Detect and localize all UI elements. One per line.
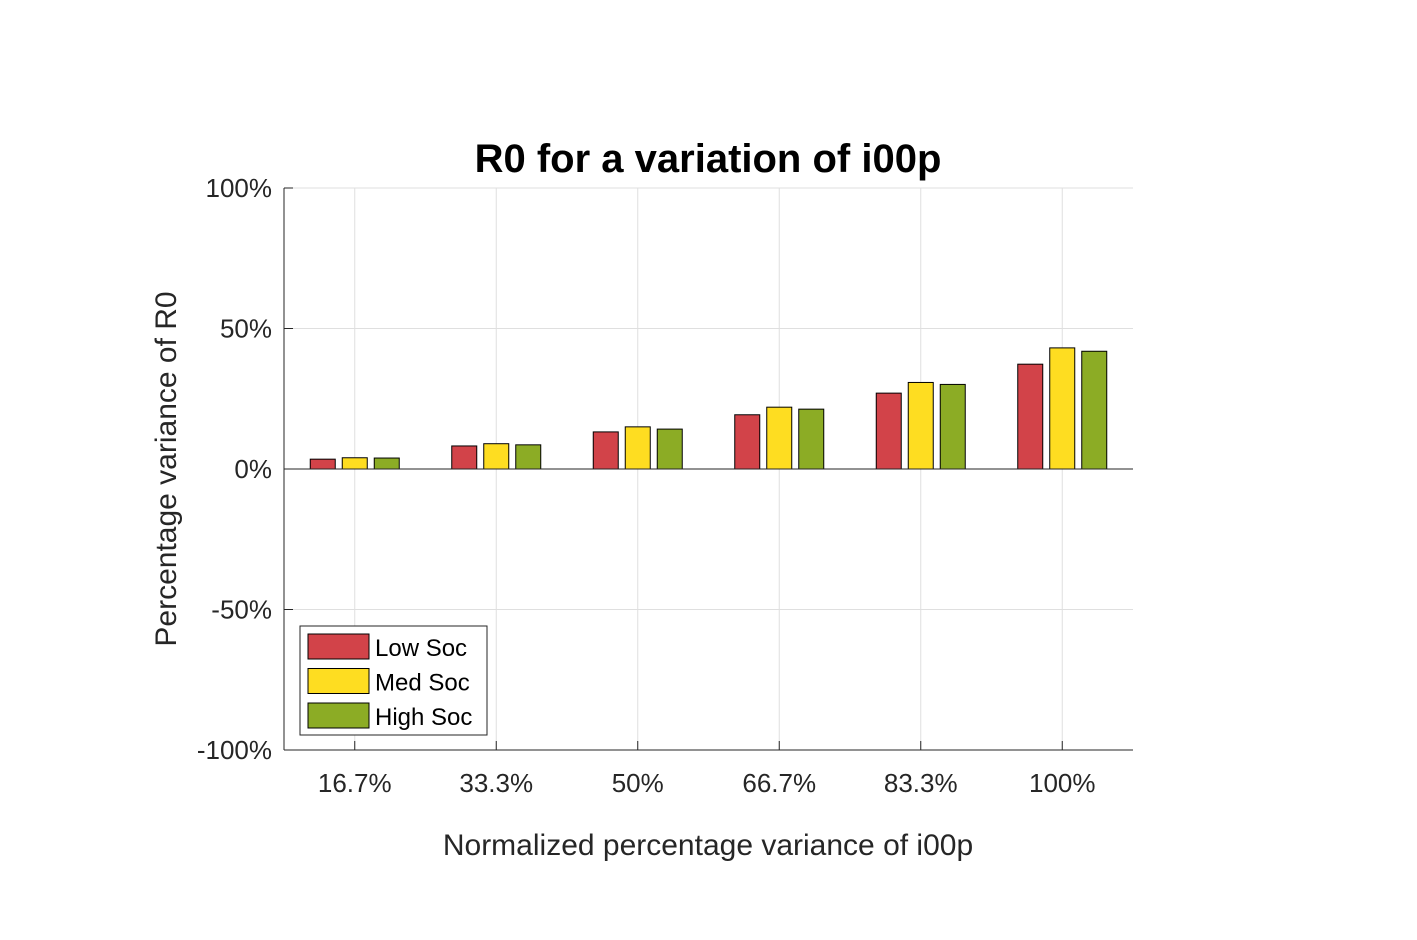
- y-tick-label: 0%: [234, 454, 272, 484]
- x-tick-label: 33.3%: [459, 768, 533, 798]
- x-tick-label: 66.7%: [742, 768, 816, 798]
- x-tick-label: 16.7%: [318, 768, 392, 798]
- y-tick-label: 50%: [220, 314, 272, 344]
- legend: Low Soc Med Soc High Soc: [299, 625, 488, 736]
- bar-low-soc: [875, 392, 902, 470]
- y-axis-label: Percentage variance of R0: [150, 291, 183, 646]
- x-tick-label: 50%: [612, 768, 664, 798]
- bar-med-soc: [624, 426, 651, 470]
- legend-swatch: [307, 668, 370, 694]
- tick-labels: -100% -50% 0% 50% 100% 16.7% 33.3% 50% 66.7% 83.3…: [197, 173, 1096, 798]
- bar-med-soc: [766, 406, 793, 470]
- y-tick-label: -50%: [211, 595, 272, 625]
- bar-high-soc: [656, 428, 683, 470]
- bar-low-soc: [309, 458, 336, 470]
- x-tick-label: 100%: [1029, 768, 1096, 798]
- bar-high-soc: [1081, 350, 1108, 470]
- legend-swatch: [307, 702, 370, 729]
- bar-med-soc: [483, 443, 510, 470]
- legend-label: Low Soc: [375, 635, 467, 662]
- bar-low-soc: [734, 414, 761, 470]
- bar-high-soc: [939, 383, 966, 470]
- x-tick-label: 83.3%: [884, 768, 958, 798]
- legend-label: High Soc: [375, 704, 472, 731]
- y-tick-label: 100%: [206, 173, 273, 203]
- bar-low-soc: [592, 431, 619, 470]
- bar-med-soc: [341, 457, 368, 470]
- bar-high-soc: [798, 408, 825, 470]
- chart-title: R0 for a variation of i00p: [475, 137, 942, 181]
- x-axis-label: Normalized percentage variance of i00p: [443, 829, 973, 862]
- bar-med-soc: [1049, 347, 1076, 470]
- bar-high-soc: [515, 444, 542, 470]
- bar-low-soc: [1017, 363, 1044, 470]
- bar-low-soc: [451, 445, 478, 470]
- legend-swatch: [307, 633, 370, 660]
- y-tick-label: -100%: [197, 735, 272, 765]
- bar-high-soc: [373, 457, 400, 470]
- bar-med-soc: [907, 381, 934, 470]
- axes: [283, 187, 1133, 751]
- legend-label: Med Soc: [375, 670, 470, 697]
